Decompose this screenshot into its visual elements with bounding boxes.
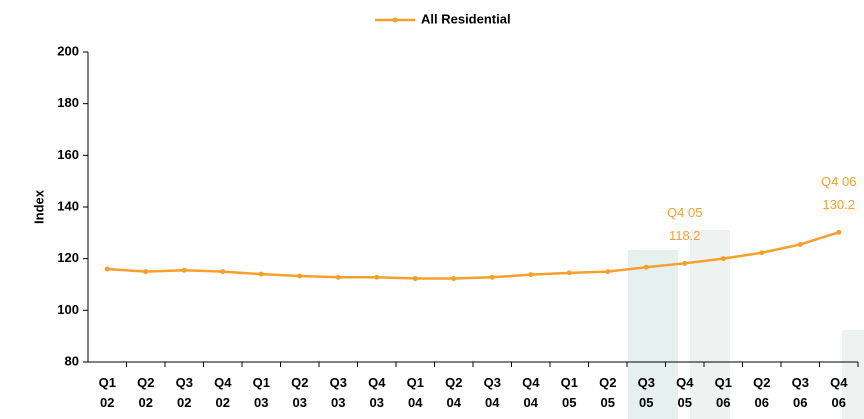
background-building (628, 250, 678, 419)
annotation-label: Q4 06 (821, 174, 856, 189)
x-tick-label: Q2 02 (137, 375, 155, 410)
legend-label: All Residential (421, 11, 511, 26)
x-tick-label: Q2 04 (445, 375, 463, 410)
x-tick-label: Q2 05 (599, 375, 617, 410)
x-tick-label: Q2 06 (753, 375, 771, 410)
point (451, 276, 457, 282)
point (566, 270, 572, 276)
x-tick-label: Q4 02 (214, 375, 232, 410)
point (220, 269, 226, 275)
x-tick-label: Q1 05 (560, 375, 578, 410)
point (258, 271, 264, 277)
annotation-value: 118.2 (669, 228, 701, 243)
point (297, 273, 303, 279)
point (374, 274, 380, 280)
point (104, 266, 110, 272)
point (643, 264, 649, 270)
point (489, 274, 495, 280)
x-tick-label: Q3 03 (329, 375, 347, 410)
y-tick-label: 80 (65, 353, 79, 368)
x-tick-label: Q3 05 (637, 375, 655, 410)
x-tick-label: Q4 04 (522, 375, 540, 410)
y-tick-label: 120 (57, 250, 79, 265)
point (335, 274, 341, 280)
annotation-label: Q4 05 (667, 205, 702, 220)
y-tick-label: 140 (57, 198, 79, 213)
background-building (842, 330, 864, 419)
y-axis-label: Index (31, 189, 46, 224)
x-tick-label: Q4 05 (676, 375, 694, 410)
point (181, 267, 187, 273)
annotation-value: 130.2 (822, 197, 855, 212)
point (605, 269, 611, 275)
x-tick-label: Q3 02 (175, 375, 193, 410)
point (720, 256, 726, 262)
point (143, 269, 149, 275)
x-tick-label: Q4 06 (830, 375, 848, 410)
point (759, 250, 765, 256)
line (107, 231, 840, 280)
x-tick-label: Q3 06 (791, 375, 809, 410)
y-tick-label: 160 (57, 147, 79, 162)
y-tick-label: 200 (57, 43, 79, 58)
point (528, 272, 534, 278)
point (412, 276, 418, 282)
point (797, 241, 803, 247)
point (836, 229, 842, 235)
x-tick-label: Q1 06 (714, 375, 732, 410)
x-tick-label: Q1 04 (406, 375, 424, 410)
y-tick-label: 100 (57, 302, 79, 317)
x-tick-label: Q2 03 (291, 375, 309, 410)
legend-marker (392, 17, 398, 23)
y-tick-label: 180 (57, 95, 79, 110)
point (682, 260, 688, 266)
x-tick-label: Q1 02 (98, 375, 116, 410)
x-tick-label: Q1 03 (252, 375, 270, 410)
x-tick-label: Q4 03 (368, 375, 386, 410)
x-tick-label: Q3 04 (483, 375, 501, 410)
